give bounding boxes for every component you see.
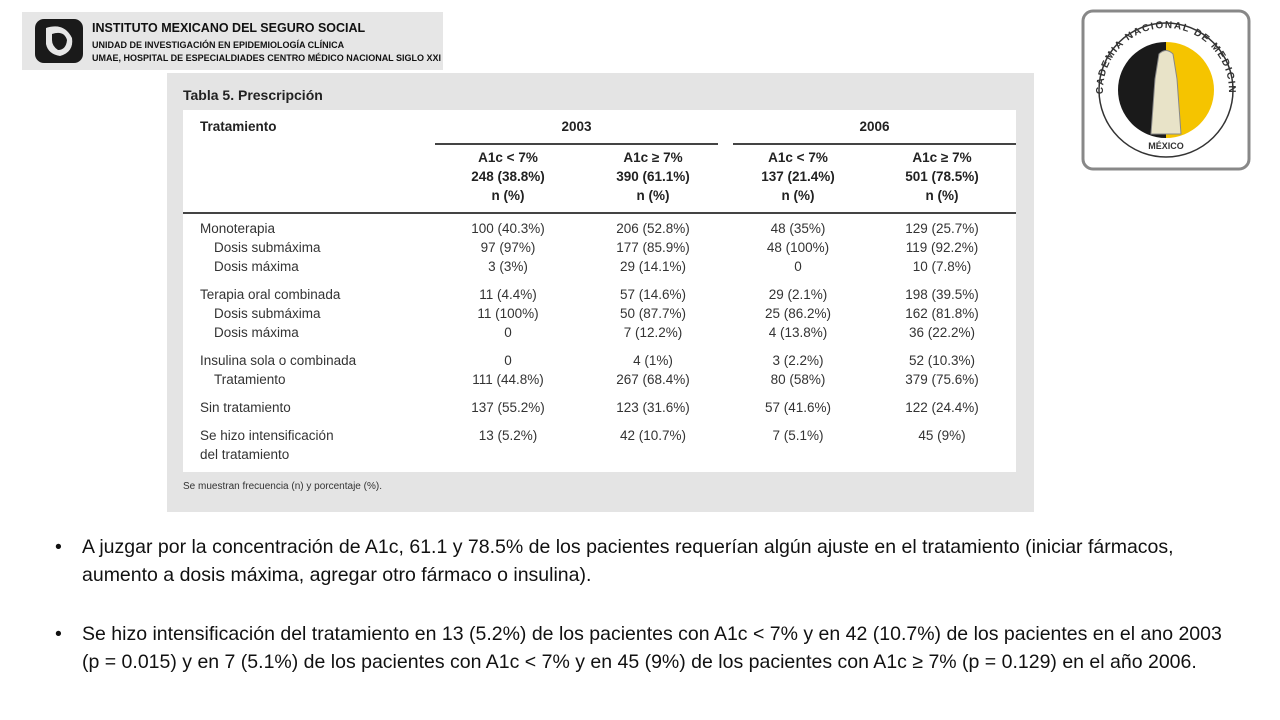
cell: 10 (7.8%) bbox=[912, 259, 972, 274]
imss-logo bbox=[35, 19, 83, 63]
cell: 11 (4.4%) bbox=[479, 287, 537, 302]
row-label: Tratamiento bbox=[214, 372, 286, 387]
sub-header: n (%) bbox=[925, 188, 959, 203]
rule bbox=[733, 143, 1016, 145]
row-label: Se hizo intensificación bbox=[200, 428, 334, 443]
row-label: Dosis máxima bbox=[214, 259, 299, 274]
cell: 29 (2.1%) bbox=[768, 287, 828, 302]
sub-header: 137 (21.4%) bbox=[761, 169, 835, 184]
bullet-item: A juzgar por la concentración de A1c, 61… bbox=[55, 533, 1222, 589]
cell: 100 (40.3%) bbox=[471, 221, 545, 236]
academy-logo: ACADEMIA NACIONAL DE MEDICINA MÉXICO bbox=[1081, 9, 1251, 171]
cell: 0 bbox=[794, 259, 802, 274]
cell: 52 (10.3%) bbox=[908, 353, 976, 368]
cell: 4 (1%) bbox=[633, 353, 673, 368]
cell: 13 (5.2%) bbox=[478, 428, 538, 443]
cell: 3 (3%) bbox=[488, 259, 528, 274]
imss-header: INSTITUTO MEXICANO DEL SEGURO SOCIAL UNI… bbox=[22, 12, 443, 70]
cell: 25 (86.2%) bbox=[764, 306, 832, 321]
sub-header: 248 (38.8%) bbox=[471, 169, 545, 184]
cell: 162 (81.8%) bbox=[905, 306, 979, 321]
rule bbox=[183, 212, 1016, 214]
row-label: Sin tratamiento bbox=[200, 400, 291, 415]
cell: 57 (41.6%) bbox=[764, 400, 832, 415]
cell: 29 (14.1%) bbox=[619, 259, 687, 274]
sub-header: n (%) bbox=[636, 188, 670, 203]
header-line: UNIDAD DE INVESTIGACIÓN EN EPIDEMIOLOGÍA… bbox=[92, 40, 345, 50]
cell: 379 (75.6%) bbox=[905, 372, 979, 387]
sub-header: n (%) bbox=[491, 188, 525, 203]
cell: 48 (100%) bbox=[766, 240, 830, 255]
cell: 97 (97%) bbox=[480, 240, 536, 255]
row-label: Monoterapia bbox=[200, 221, 276, 236]
sub-header: A1c ≥ 7% bbox=[623, 150, 683, 165]
row-label: del tratamiento bbox=[200, 447, 290, 462]
cell: 119 (92.2%) bbox=[905, 240, 979, 255]
cell: 177 (85.9%) bbox=[616, 240, 690, 255]
row-label: Insulina sola o combinada bbox=[200, 353, 357, 368]
cell: 0 bbox=[504, 353, 512, 368]
cell: 0 bbox=[504, 325, 512, 340]
cell: 7 (12.2%) bbox=[623, 325, 683, 340]
cell: 123 (31.6%) bbox=[616, 400, 690, 415]
cell: 122 (24.4%) bbox=[905, 400, 979, 415]
year-header: 2003 bbox=[561, 119, 592, 134]
sub-header: A1c < 7% bbox=[478, 150, 538, 165]
header-line: UMAE, HOSPITAL DE ESPECIALDIADES CENTRO … bbox=[92, 53, 442, 63]
cell: 42 (10.7%) bbox=[619, 428, 687, 443]
table-footnote: Se muestran frecuencia (n) y porcentaje … bbox=[183, 481, 382, 492]
header-line: INSTITUTO MEXICANO DEL SEGURO SOCIAL bbox=[92, 21, 366, 35]
cell: 267 (68.4%) bbox=[616, 372, 690, 387]
table: Tratamiento 2003 A1c < 7% 248 (38.8%) n (%) A… bbox=[183, 110, 1016, 472]
year-header: 2006 bbox=[859, 119, 890, 134]
cell: 206 (52.8%) bbox=[616, 221, 690, 236]
cell: 4 (13.8%) bbox=[768, 325, 828, 340]
cell: 11 (100%) bbox=[477, 306, 539, 321]
rule bbox=[435, 143, 718, 145]
row-header: Tratamiento bbox=[200, 119, 277, 134]
cell: 129 (25.7%) bbox=[905, 221, 979, 236]
cell: 137 (55.2%) bbox=[471, 400, 545, 415]
row-label: Terapia oral combinada bbox=[200, 287, 341, 302]
cell: 198 (39.5%) bbox=[905, 287, 979, 302]
row-label: Dosis submáxima bbox=[214, 240, 321, 255]
cell: 80 (58%) bbox=[770, 372, 826, 387]
table-title: Tabla 5. Prescripción bbox=[183, 87, 323, 103]
cell: 3 (2.2%) bbox=[772, 353, 824, 368]
cell: 111 (44.8%) bbox=[472, 372, 544, 387]
sub-header: A1c ≥ 7% bbox=[912, 150, 972, 165]
sub-header: A1c < 7% bbox=[768, 150, 828, 165]
sub-header: 501 (78.5%) bbox=[905, 169, 979, 184]
sub-header: 390 (61.1%) bbox=[616, 169, 690, 184]
bullet-item: Se hizo intensificación del tratamiento … bbox=[55, 620, 1222, 676]
cell: 48 (35%) bbox=[770, 221, 826, 236]
cell: 7 (5.1%) bbox=[772, 428, 824, 443]
row-label: Dosis submáxima bbox=[214, 306, 321, 321]
cell: 45 (9%) bbox=[918, 428, 966, 443]
cell: 36 (22.2%) bbox=[908, 325, 976, 340]
cell: 57 (14.6%) bbox=[619, 287, 687, 302]
row-label: Dosis máxima bbox=[214, 325, 299, 340]
academy-country: MÉXICO bbox=[1148, 141, 1184, 151]
cell: 50 (87.7%) bbox=[619, 306, 687, 321]
sub-header: n (%) bbox=[781, 188, 815, 203]
